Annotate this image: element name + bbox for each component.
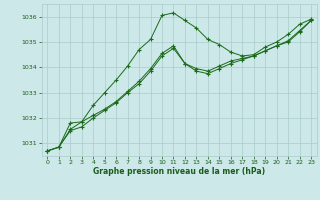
X-axis label: Graphe pression niveau de la mer (hPa): Graphe pression niveau de la mer (hPa)	[93, 167, 265, 176]
